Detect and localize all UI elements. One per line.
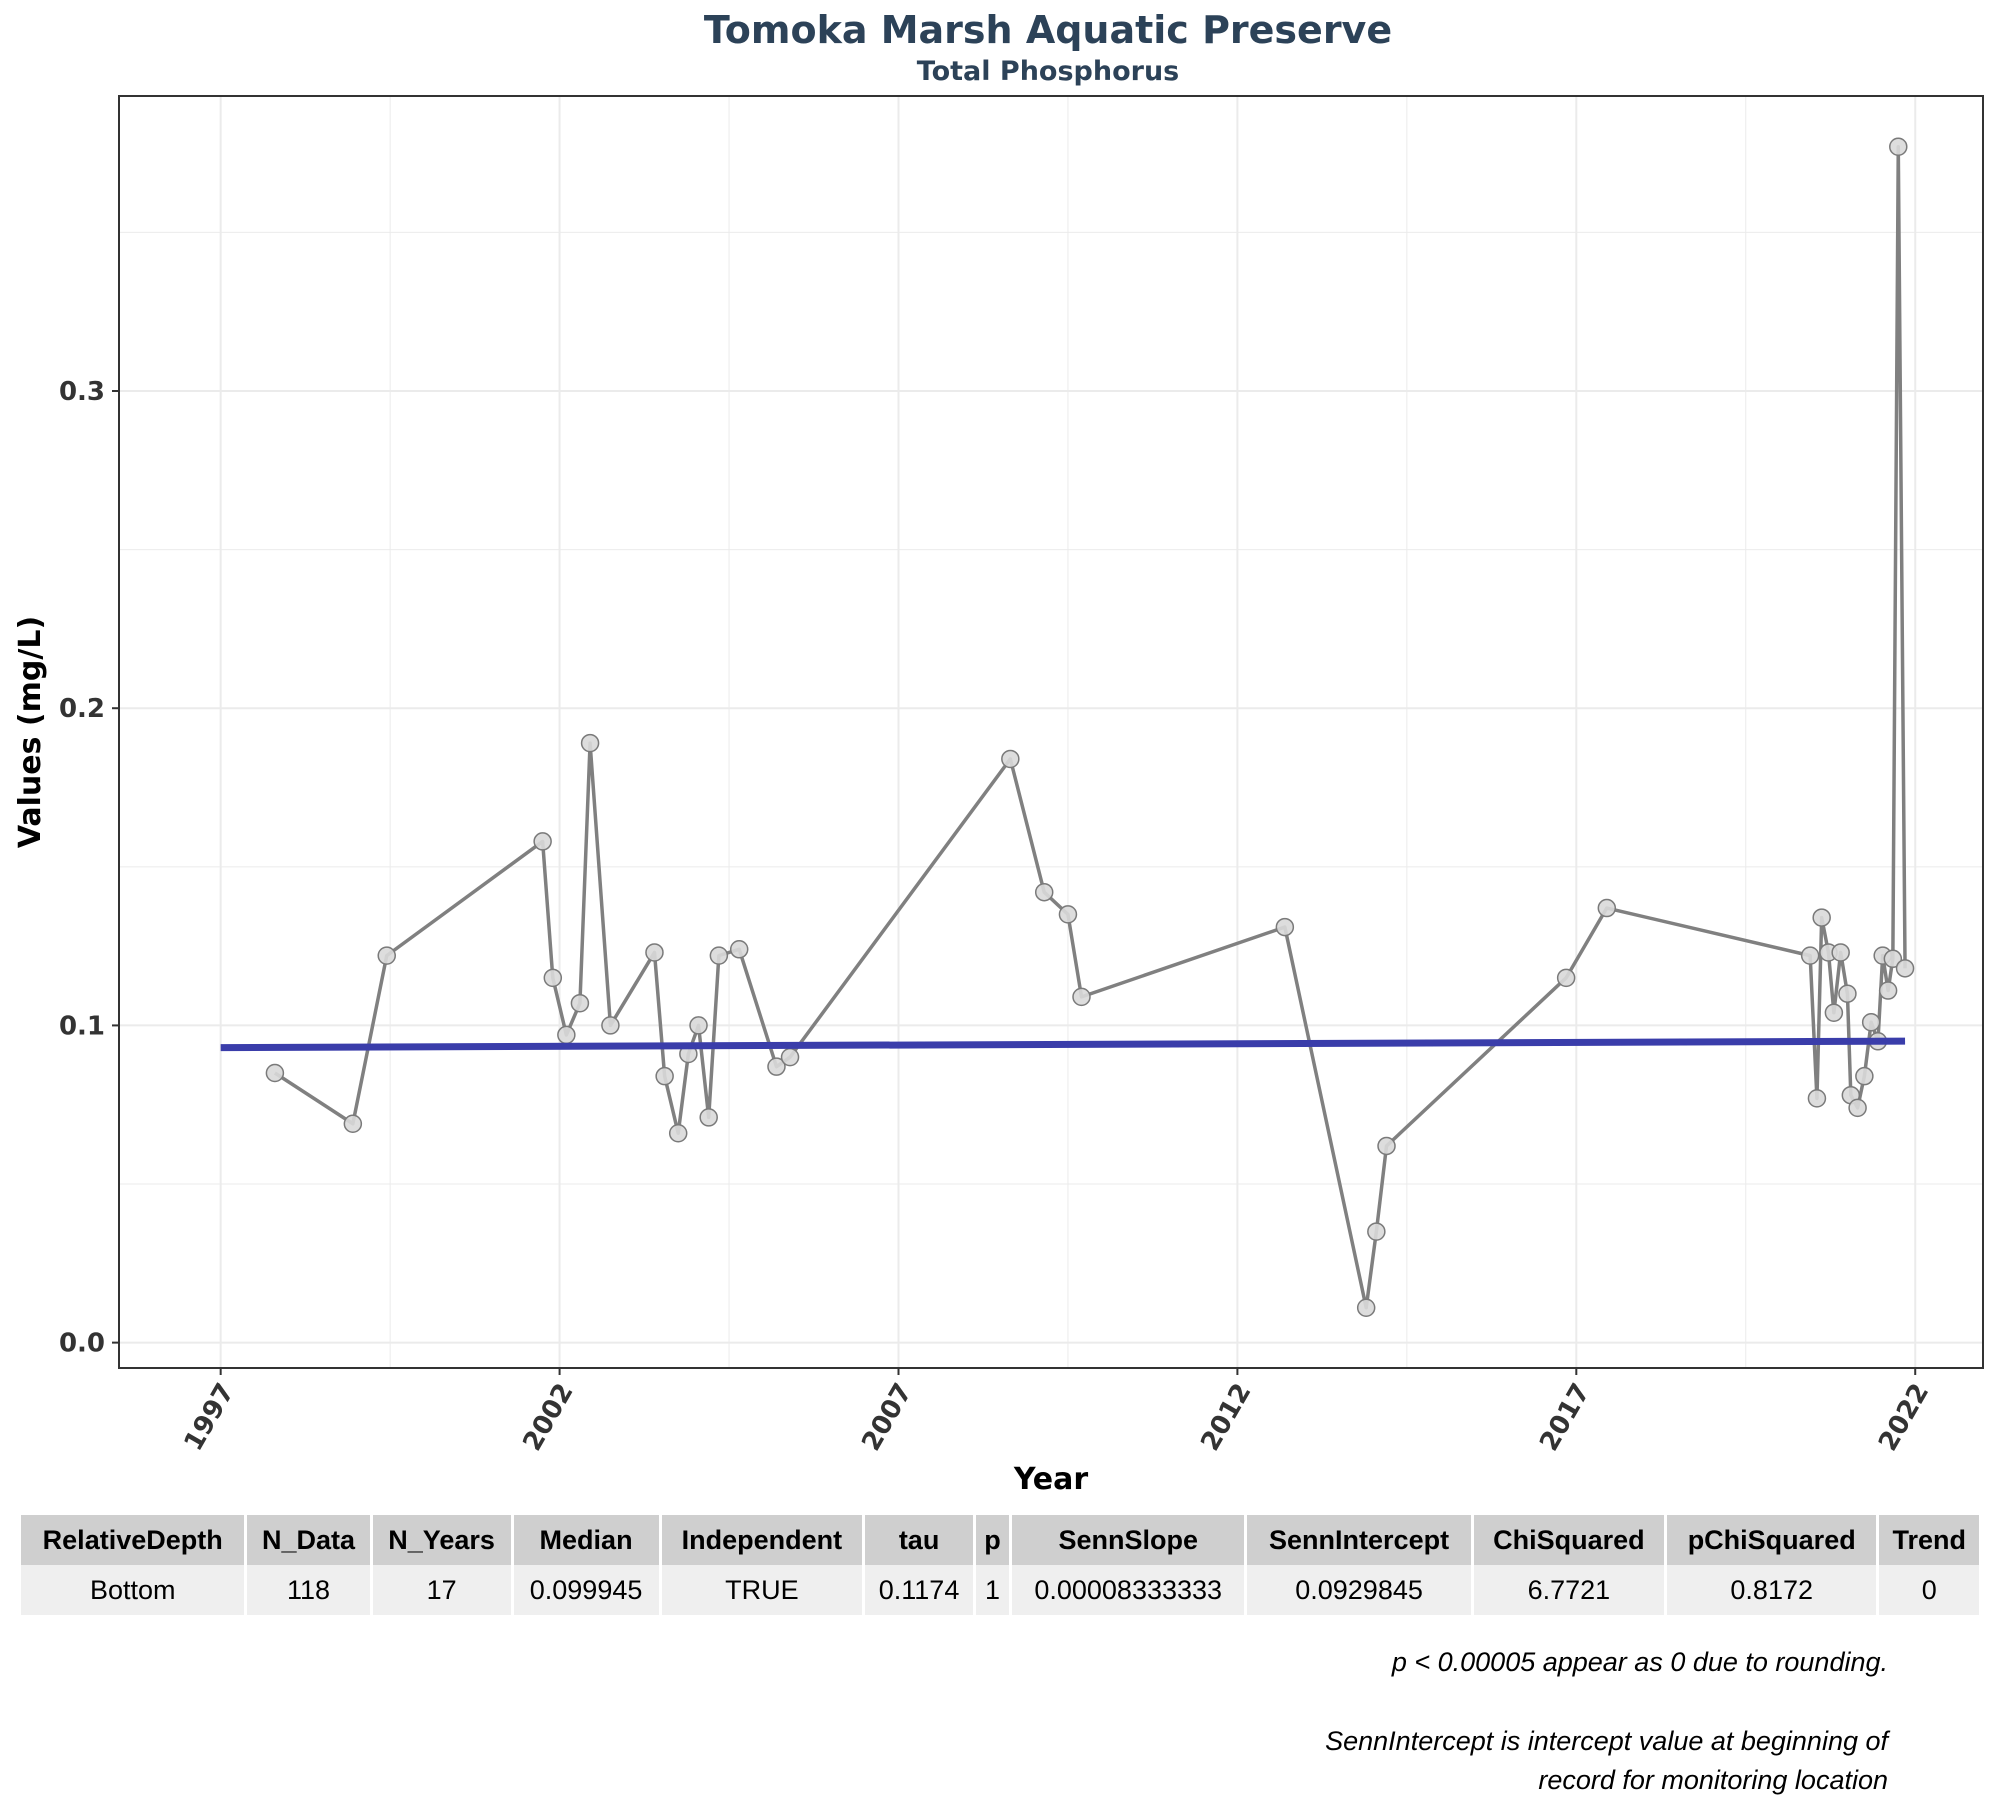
- y-tick-label: 0.1: [59, 1011, 105, 1041]
- data-point: [601, 1016, 620, 1035]
- data-point: [1072, 987, 1091, 1007]
- chart: Tomoka Marsh Aquatic Preserve Total Phos…: [13, 8, 1984, 1497]
- data-point: [1034, 882, 1054, 902]
- table-header-cell: Trend: [1879, 1515, 1979, 1565]
- x-tick-label: 2017: [1534, 1379, 1596, 1457]
- data-point: [1058, 905, 1078, 924]
- y-axis-title: Values (mg/L): [13, 616, 48, 848]
- data-point: [1824, 1003, 1844, 1022]
- data-point: [699, 1108, 718, 1127]
- table-cell: Bottom: [21, 1565, 245, 1615]
- chart-subtitle: Total Phosphorus: [917, 56, 1180, 87]
- data-point: [1861, 1012, 1881, 1032]
- x-tick-label: 1997: [179, 1379, 241, 1457]
- data-point: [645, 943, 664, 962]
- data-point: [709, 946, 729, 965]
- data-point: [1807, 1089, 1827, 1108]
- data-point: [767, 1057, 786, 1076]
- data-point: [1367, 1222, 1386, 1241]
- x-tick-label: 2002: [517, 1379, 579, 1457]
- stats-table: RelativeDepth N_Data N_Years Median Independ…: [18, 1515, 1982, 1615]
- data-point: [1275, 917, 1295, 937]
- data-point: [668, 1124, 688, 1143]
- intercept-note: SennIntercept is intercept value at begi…: [1325, 1722, 1888, 1800]
- data-point: [1878, 981, 1898, 1000]
- table-header-row: RelativeDepth N_Data N_Years Median Independ…: [21, 1515, 1979, 1565]
- table-header-cell: Independent: [661, 1515, 863, 1565]
- table-cell: TRUE: [661, 1565, 863, 1615]
- data-point: [1356, 1298, 1376, 1317]
- data-point: [1597, 898, 1617, 918]
- data-point: [1889, 137, 1908, 157]
- table-row: Bottom 118 17 0.099945 TRUE 0.1174 1 0.00008333…: [21, 1565, 1979, 1615]
- table-body: Bottom 118 17 0.099945 TRUE 0.1174 1 0.00008333…: [21, 1565, 1979, 1615]
- y-axis: 0.0 0.1 0.2 0.3: [59, 377, 119, 1359]
- data-point: [1001, 749, 1020, 769]
- data-point: [780, 1047, 800, 1067]
- y-tick-label: 0.2: [59, 694, 105, 724]
- x-axis-title: Year: [1013, 1462, 1089, 1497]
- data-point: [533, 832, 552, 851]
- plot-panel-border: [118, 95, 1984, 1369]
- data-point: [1831, 943, 1850, 962]
- table-header-cell: Median: [513, 1515, 659, 1565]
- table-cell: 0.0929845: [1247, 1565, 1471, 1615]
- table-header-cell: RelativeDepth: [21, 1515, 245, 1565]
- data-point: [580, 733, 600, 753]
- data-point: [655, 1066, 674, 1086]
- data-point: [377, 946, 396, 965]
- data-point: [543, 968, 563, 988]
- data-point: [1800, 946, 1820, 965]
- data-point: [1848, 1098, 1867, 1118]
- table-cell: 0.099945: [513, 1565, 659, 1615]
- data-point: [1556, 968, 1576, 988]
- table-header-cell: ChiSquared: [1473, 1515, 1664, 1565]
- table-cell: 6.7721: [1473, 1565, 1664, 1615]
- table-header-cell: N_Years: [372, 1515, 511, 1565]
- chart-title: Tomoka Marsh Aquatic Preserve: [704, 8, 1392, 52]
- data-point: [570, 993, 590, 1013]
- table-header-cell: N_Data: [247, 1515, 370, 1565]
- table-cell: 1: [975, 1565, 1010, 1615]
- table-header-cell: tau: [865, 1515, 973, 1565]
- data-point: [689, 1016, 708, 1035]
- table-cell: 0.1174: [865, 1565, 973, 1615]
- data-point: [1895, 959, 1915, 978]
- table-cell: 0: [1879, 1565, 1979, 1615]
- series-layer: [220, 137, 1915, 1317]
- table-cell: 118: [247, 1565, 370, 1615]
- table-cell: 0.00008333333: [1012, 1565, 1245, 1615]
- data-point: [1883, 949, 1903, 969]
- data-point: [729, 940, 749, 959]
- data-point: [557, 1025, 576, 1045]
- table-header-cell: SennIntercept: [1247, 1515, 1471, 1565]
- data-series-line: [273, 145, 1907, 1310]
- data-point: [343, 1114, 363, 1134]
- x-tick-label: 2022: [1873, 1379, 1935, 1457]
- intercept-note-line2: record for monitoring location: [1538, 1765, 1888, 1795]
- rounding-note: p < 0.00005 appear as 0 due to rounding.: [1391, 1647, 1888, 1677]
- trend-line: [220, 1037, 1906, 1052]
- grid: [119, 96, 1983, 1368]
- x-axis: 1997 2002 2007 2012 2017 2022: [179, 1368, 1935, 1457]
- data-point: [1838, 984, 1857, 1003]
- y-tick-label: 0.0: [59, 1329, 105, 1359]
- table-cell: 17: [372, 1565, 511, 1615]
- table-cell: 0.8172: [1667, 1565, 1877, 1615]
- data-point: [1812, 908, 1831, 927]
- table-header-cell: pChiSquared: [1667, 1515, 1877, 1565]
- data-point: [1855, 1066, 1874, 1086]
- table-header-cell: SennSlope: [1012, 1515, 1245, 1565]
- y-tick-label: 0.3: [59, 377, 105, 407]
- data-point: [1377, 1136, 1396, 1156]
- data-point: [265, 1063, 285, 1083]
- x-tick-label: 2007: [856, 1379, 918, 1457]
- x-tick-label: 2012: [1195, 1379, 1257, 1457]
- table-header-cell: p: [975, 1515, 1010, 1565]
- intercept-note-line1: SennIntercept is intercept value at begi…: [1325, 1726, 1888, 1756]
